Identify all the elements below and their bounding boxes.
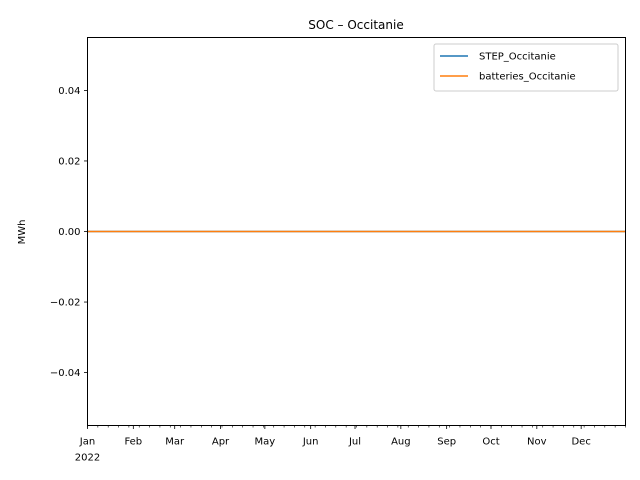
x-axis: Jan Feb Mar Apr May Jun Jul Aug Sep Oct Nov Dec 2022 — [75, 425, 626, 464]
x-tick-label: Aug — [391, 437, 411, 448]
x-tick-label: Jun — [302, 437, 319, 448]
y-tick-label: 0.02 — [58, 156, 80, 167]
y-axis: −0.04 −0.02 0.00 0.02 0.04 — [50, 86, 88, 379]
x-year-label: 2022 — [75, 453, 100, 464]
x-tick-label: Mar — [165, 437, 185, 448]
x-tick-label: Jul — [348, 437, 361, 448]
legend-box — [433, 43, 619, 92]
legend-label: batteries_Occitanie — [479, 72, 576, 83]
y-tick-label: 0.00 — [58, 227, 80, 238]
legend: STEP_Occitanie batteries_Occitanie — [433, 43, 619, 92]
y-tick-label: 0.04 — [58, 86, 80, 97]
y-axis-label: MWh — [17, 220, 28, 245]
x-tick-label: Apr — [212, 437, 230, 448]
y-tick-label: −0.02 — [50, 298, 81, 309]
x-tick-label: Feb — [124, 437, 142, 448]
x-tick-label: Jan — [79, 437, 95, 448]
x-tick-label: Oct — [482, 437, 499, 448]
x-tick-label: Dec — [571, 437, 590, 448]
legend-label: STEP_Occitanie — [479, 52, 556, 63]
x-tick-label: Nov — [527, 437, 547, 448]
chart-title: SOC – Occitanie — [308, 18, 403, 32]
x-tick-label: May — [255, 437, 276, 448]
y-tick-label: −0.04 — [50, 368, 81, 379]
x-tick-label: Sep — [437, 437, 456, 448]
